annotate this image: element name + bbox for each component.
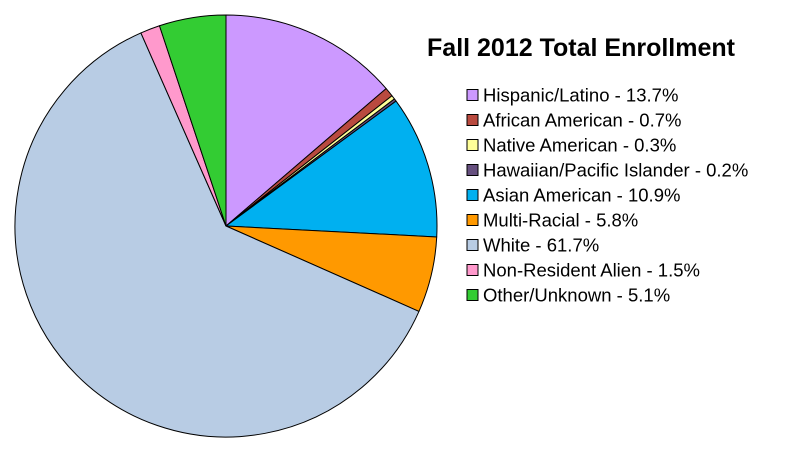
legend-item-non-resident-alien: Non-Resident Alien - 1.5% (466, 260, 700, 281)
legend-swatch (466, 114, 479, 126)
legend-item-multi-racial: Multi-Racial - 5.8% (466, 210, 638, 231)
legend-label: Non-Resident Alien - 1.5% (483, 260, 700, 281)
legend-swatch (466, 289, 479, 301)
legend-label: Asian American - 10.9% (483, 185, 680, 206)
legend-swatch (466, 264, 479, 276)
legend-item-asian-american: Asian American - 10.9% (466, 185, 680, 206)
pie-slices (14, 14, 438, 438)
legend: Hispanic/Latino - 13.7% African American … (466, 85, 748, 306)
legend-item-other-unknown: Other/Unknown - 5.1% (466, 285, 670, 306)
legend-label: African American - 0.7% (483, 110, 681, 131)
legend-item-hispanic-latino: Hispanic/Latino - 13.7% (466, 85, 678, 106)
pie-slice-other-unknown (158, 14, 227, 227)
legend-item-white: White - 61.7% (466, 235, 599, 256)
legend-swatch (466, 239, 479, 251)
legend-item-hawaiian-pacific-islander: Hawaiian/Pacific Islander - 0.2% (466, 160, 748, 181)
legend-item-african-american: African American - 0.7% (466, 110, 681, 131)
legend-label: Hawaiian/Pacific Islander - 0.2% (483, 160, 748, 181)
legend-label: White - 61.7% (483, 235, 599, 256)
chart-title: Fall 2012 Total Enrollment (427, 34, 736, 62)
legend-label: Native American - 0.3% (483, 135, 676, 156)
legend-label: Hispanic/Latino - 13.7% (483, 85, 678, 106)
pie-slice-hispanic-latino (225, 14, 387, 227)
legend-swatch (466, 139, 479, 151)
legend-label: Other/Unknown - 5.1% (483, 285, 670, 306)
legend-label: Multi-Racial - 5.8% (483, 210, 638, 231)
legend-swatch (466, 189, 479, 201)
pie-slice-asian-american (225, 100, 438, 238)
legend-item-native-american: Native American - 0.3% (466, 135, 676, 156)
legend-swatch (466, 89, 479, 101)
legend-swatch (466, 164, 479, 176)
legend-swatch (466, 214, 479, 226)
pie-slice-white (14, 32, 420, 438)
